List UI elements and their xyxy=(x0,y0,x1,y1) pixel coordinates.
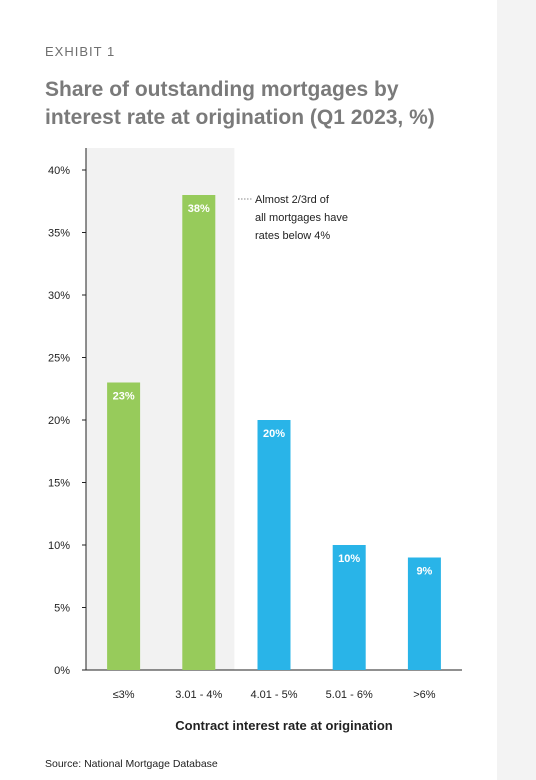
y-tick-label: 25% xyxy=(48,353,70,365)
y-tick-label: 40% xyxy=(48,165,70,177)
y-tick-label: 0% xyxy=(54,665,70,677)
y-tick-label: 35% xyxy=(48,228,70,240)
x-tick-label: 4.01 - 5% xyxy=(250,689,297,701)
bar-value-label: 38% xyxy=(188,203,210,215)
bar xyxy=(182,195,216,670)
x-tick-label: >6% xyxy=(413,689,436,701)
exhibit-label: EXHIBIT 1 xyxy=(45,44,116,59)
bar xyxy=(332,545,366,670)
y-tick-label: 10% xyxy=(48,540,70,552)
source-note: Source: National Mortgage Database xyxy=(45,758,218,770)
x-tick-label: ≤3% xyxy=(113,689,135,701)
y-tick-label: 20% xyxy=(48,415,70,427)
bar-value-label: 10% xyxy=(338,553,360,565)
y-tick-label: 5% xyxy=(54,603,70,615)
x-tick-label: 3.01 - 4% xyxy=(175,689,222,701)
exhibit-card: EXHIBIT 1 Share of outstanding mortgages… xyxy=(0,0,497,780)
chart-title: Share of outstanding mortgages by intere… xyxy=(45,78,435,129)
x-axis-title: Contract interest rate at origination xyxy=(175,718,392,733)
annotation-text: rates below 4% xyxy=(255,230,330,242)
bar xyxy=(257,420,291,670)
annotation-text: Almost 2/3rd of xyxy=(255,194,330,206)
y-tick-label: 30% xyxy=(48,290,70,302)
x-tick-label: 5.01 - 6% xyxy=(326,689,373,701)
bar-value-label: 23% xyxy=(113,391,135,403)
bar-value-label: 9% xyxy=(416,566,432,578)
bar xyxy=(407,557,441,670)
bar-value-label: 20% xyxy=(263,428,285,440)
annotation-text: all mortgages have xyxy=(255,212,348,224)
y-tick-label: 15% xyxy=(48,478,70,490)
bar xyxy=(107,382,141,670)
